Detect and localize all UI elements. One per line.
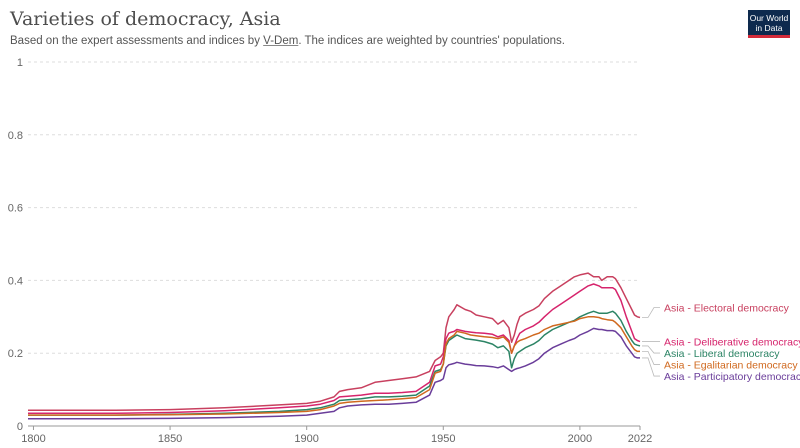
subtitle-text: Based on the expert assessments and indi…	[10, 35, 264, 47]
y-tick-label: 0.4	[8, 275, 23, 287]
legend-label: Asia - Electoral democracy	[664, 303, 790, 315]
x-tick-label: 2022	[628, 433, 652, 445]
chart-subtitle: Based on the expert assessments and indi…	[10, 35, 565, 47]
subtitle-text-end: . The indices are weighted by countries'…	[298, 35, 565, 47]
legend-label: Asia - Participatory democracy	[664, 371, 800, 383]
legend: Asia - Electoral democracy Asia - Deliber…	[642, 303, 800, 383]
x-tick-label: 1900	[294, 433, 318, 445]
logo-line-1: Our World	[749, 13, 789, 23]
series-line	[28, 327, 640, 420]
y-tick-label: 0.8	[8, 130, 23, 142]
y-axis-ticks: 0 0.2 0.4 0.6 0.8 1	[8, 57, 23, 433]
legend-label: Asia - Deliberative democracy	[664, 337, 800, 349]
chart-title: Varieties of democracy, Asia	[10, 8, 281, 30]
series-line	[28, 283, 641, 415]
y-tick-label: 1	[17, 57, 23, 69]
series-line	[28, 310, 641, 416]
x-tick-label: 1850	[158, 433, 182, 445]
x-tick-label: 2000	[568, 433, 592, 445]
legend-connector	[642, 345, 660, 354]
x-tick-label: 1950	[431, 433, 455, 445]
y-tick-label: 0	[17, 421, 23, 433]
series-line	[28, 272, 641, 412]
legend-connector	[642, 357, 660, 377]
legend-label: Asia - Liberal democracy	[664, 348, 780, 360]
vdem-link[interactable]: V-Dem	[263, 35, 299, 47]
grid-lines	[28, 61, 640, 427]
legend-connector	[642, 307, 660, 318]
x-tick-label: 1800	[21, 433, 45, 445]
y-tick-label: 0.6	[8, 203, 23, 215]
legend-label: Asia - Egalitarian democracy	[664, 360, 798, 372]
logo-line-2: in Data	[755, 23, 783, 33]
y-tick-label: 0.2	[8, 348, 23, 360]
x-axis-ticks: 1800 1850 1900 1950 2000 2022	[21, 426, 652, 445]
series-lines	[28, 272, 641, 420]
legend-connector	[642, 350, 660, 365]
series-line	[28, 316, 640, 416]
owid-logo[interactable]: Our World in Data	[748, 10, 790, 38]
